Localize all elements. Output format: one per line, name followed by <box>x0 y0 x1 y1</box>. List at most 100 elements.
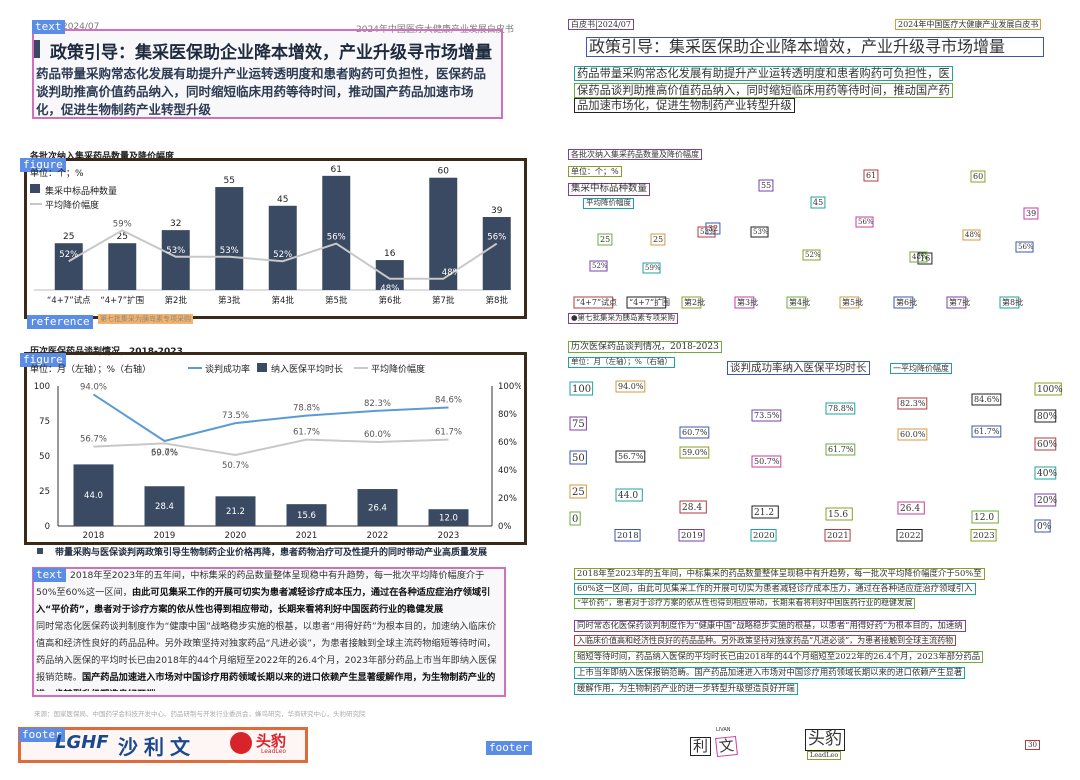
ann-fig1-line-value: 59% <box>645 264 661 272</box>
ann-para-line1: 2018年至2023年的五年间，中标集采的药品数量整体呈现稳中有升趋势，每一批次… <box>574 568 985 580</box>
chart2-success-label: 84.6% <box>435 396 462 406</box>
chart2-x-tick: 2022 <box>367 531 389 538</box>
ann-fig1-reference: ●第七批集采为胰岛素专项采购 <box>568 313 678 324</box>
ann-fig1-line-value: 56% <box>1018 243 1034 251</box>
chart1-line-label: 52% <box>59 250 78 260</box>
chart1-bar-label: 61 <box>331 165 342 175</box>
chart2-x-tick: 2018 <box>83 531 105 538</box>
footer-brand-leadleo-en: LeadLeo <box>261 748 286 755</box>
ann-fig1-bar-value: 25 <box>653 235 663 244</box>
ann-lead-line2: 保药品谈判助推高价值药品纳入，同时缩短临床用药等待时间，推动国产药 <box>574 83 953 98</box>
ann-fig2-legend: 谈判成功率纳入医保平均时长 <box>727 361 870 375</box>
ann-lead-line3: 品加速市场化，促进生物制药产业转型升级 <box>574 98 795 113</box>
ann-para-line3: “平价药”，患者对于诊疗方案的依从性也得到相应带动，长期来看将利好中国医药行业的… <box>574 598 915 609</box>
chart2-y-right-tick: 60% <box>498 438 517 448</box>
ann-fig1-title: 各批次纳入集采药品数量及降价幅度 <box>568 149 702 160</box>
ann-fig2-x-tick: 2022 <box>899 531 921 541</box>
chart1-line-label: 53% <box>166 246 185 256</box>
ann-fig1-line-value: 48% <box>912 253 928 261</box>
ann-fig1-bar-value: 39 <box>1026 209 1036 218</box>
chart2-discount-label: 50.7% <box>222 461 249 471</box>
chart1-bar-label: 39 <box>491 206 503 216</box>
chart1-bar-label: 16 <box>384 249 396 259</box>
chart2-y-right-tick: 20% <box>498 494 517 504</box>
chart1-line-label: 56% <box>327 233 346 243</box>
ann-fig1-x-tick: 第8批 <box>1002 297 1023 307</box>
chart2-discount-label: 61.7% <box>293 428 320 438</box>
ann-date: 白皮书|2024/07 <box>568 19 634 30</box>
chart1-x-tick: 第2批 <box>165 295 188 306</box>
ann-fig2-title: 历次医保药品谈判情况，2018-2023 <box>568 341 722 353</box>
ann-footer-li: 利 <box>690 737 711 756</box>
chart2-success-line <box>94 394 449 441</box>
ann-fig1-bar-value: 55 <box>761 181 771 190</box>
chart1-bar-label: 55 <box>224 176 235 186</box>
chart2-bar-label: 44.0 <box>84 491 103 501</box>
chart2-discount-label: 61.7% <box>435 428 462 438</box>
bullet-heading: 带量采购与医保谈判两政策引导生物制药企业价格再降，患者药物治疗可及性提升的同时带… <box>55 545 487 558</box>
chart1-line-label: 56% <box>487 233 506 243</box>
chart2-y-right-tick: 0% <box>498 522 512 532</box>
ann-fig2-unit: 单位：月（左轴）；%（右轴） <box>568 357 675 368</box>
chart1-line-label: 52% <box>273 250 292 260</box>
ann-fig2-y-left: 100 <box>572 384 591 395</box>
ann-fig2-bar-value: 21.2 <box>754 508 774 518</box>
ann-fig2-discount-value: 61.7% <box>828 445 854 454</box>
para2-bold: 国产药品加速进入市场对中国诊疗用药领域长期以来的进口依赖产生显著缓解作用，为生物… <box>36 672 495 691</box>
chart2-success-label: 73.5% <box>222 411 249 421</box>
ann-fig2-y-left: 25 <box>572 487 585 498</box>
ann-fig2-y-right: 20% <box>1037 496 1057 506</box>
chart1-bar-label: 32 <box>170 219 181 229</box>
chart1-x-tick: 第6批 <box>379 295 402 306</box>
overlay-label-footer-right: footer <box>486 741 532 755</box>
figure2-legend-duration-swatch <box>257 363 267 372</box>
ann-fig2-x-tick: 2020 <box>753 531 775 541</box>
ann-fig2-discount-value: 60.0% <box>900 430 926 439</box>
figure2-legend-discount-swatch <box>354 367 368 369</box>
ann-fig2-success-value: 73.5% <box>754 411 780 420</box>
ann-fig1-line-value: 53% <box>700 228 716 236</box>
ann-fig2-bar-value: 28.4 <box>682 503 702 513</box>
chart1-x-tick: 第7批 <box>432 295 455 306</box>
chart1-line-label: 48% <box>442 268 461 278</box>
ann-para-line8: 缓解作用，为生物制药产业的进一步转型升级塑造良好开端 <box>574 683 798 695</box>
ann-fig1-bar-value: 60 <box>973 172 983 181</box>
footer-brand-frost: 沙利文 <box>118 731 196 760</box>
ann-para-line2: 60%这一区间，由此可见集采工作的开展可切实为患者减轻诊疗成本压力，通过在各种适… <box>574 583 976 595</box>
ann-para-line7: 上市当年即纳入医保报销范畴。国产药品加速进入市场对中国诊疗用药领域长期以来的进口… <box>574 667 965 679</box>
ann-fig2-discount-value: 59.0% <box>682 448 708 457</box>
ann-fig2-y-right: 100% <box>1037 385 1063 395</box>
chart1-bar <box>269 206 297 290</box>
chart1-x-tick: 第3批 <box>218 295 241 306</box>
chart2-y-left-tick: 25 <box>39 487 50 497</box>
ann-fig1-bar-value: 25 <box>600 235 610 244</box>
ann-fig1-x-tick: 第5批 <box>842 297 863 307</box>
ann-fig2-success-value: 78.8% <box>828 404 854 413</box>
ann-fig1-line-value: 52% <box>805 251 821 259</box>
ann-fig2-bar-value: 12.0 <box>974 513 994 523</box>
chart1-x-tick: “4+7”扩围 <box>100 295 144 306</box>
ann-footer-toubao: 头豹 <box>805 729 845 751</box>
ann-fig1-values: 25 253255456116603952% 59%53% 53%52%56%48%4… <box>540 160 1080 320</box>
ann-fig2-bar-value: 26.4 <box>900 504 920 514</box>
ann-fig2-y-left: 50 <box>572 453 585 464</box>
chart2-bar-label: 28.4 <box>155 502 174 512</box>
ann-fig2-y-right: 80% <box>1037 412 1057 422</box>
ann-fig2-y-right: 60% <box>1037 440 1057 450</box>
chart1-x-tick: “4+7”试点 <box>47 295 91 306</box>
ann-fig2-x-tick: 2021 <box>827 531 849 541</box>
ann-report: 2024年中国医疗大健康产业发展白皮书 <box>895 19 1041 30</box>
chart1-bar <box>162 230 190 290</box>
title-accent-bar <box>34 40 40 58</box>
chart1-bar <box>483 217 511 290</box>
chart1-x-tick: 第8批 <box>486 295 509 306</box>
ann-fig2-x-tick: 2018 <box>617 531 639 541</box>
leopard-logo-icon <box>230 732 252 754</box>
chart2-y-right-tick: 40% <box>498 466 517 476</box>
ann-fig1-bar-value: 45 <box>813 198 823 207</box>
chart2-x-tick: 2020 <box>225 531 247 538</box>
ann-fig1-line-value: 53% <box>753 228 769 236</box>
chart2-success-label: 82.3% <box>364 399 391 409</box>
chart1-bar <box>108 243 136 290</box>
ann-fig2-legend2: 一平均降价幅度 <box>890 363 952 374</box>
